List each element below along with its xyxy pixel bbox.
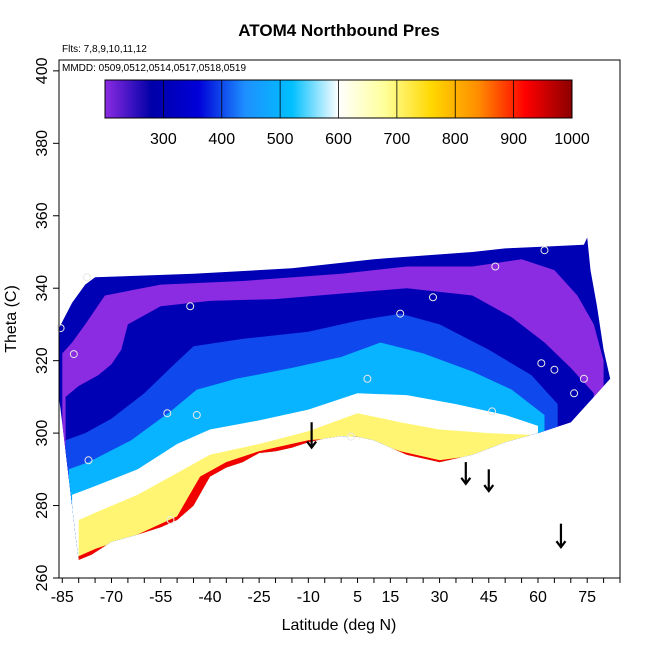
x-tick-label: 30 (431, 589, 449, 606)
x-tick-label: -55 (149, 589, 172, 606)
sample-points (56, 246, 588, 524)
colorbar-ticks: 300 400 500 600 700 800 900 1000 (150, 80, 590, 148)
x-tick-label: 15 (381, 589, 399, 606)
x-tick-label: 60 (529, 589, 547, 606)
sample-point (429, 293, 437, 302)
sample-point (540, 246, 549, 255)
sample-point (396, 309, 405, 318)
plot-area (56, 237, 611, 560)
y-axis: 260 280 300 320 340 360 380 400 (34, 57, 59, 591)
x-axis: -85 -70 -55 -40 -25 -10 5 15 30 45 60 75 (51, 578, 621, 606)
sample-point (550, 365, 559, 374)
x-tick-label: -40 (198, 589, 221, 606)
sample-point (186, 302, 195, 311)
colorbar-tick-label: 1000 (554, 131, 590, 148)
colorbar-tick-label: 400 (208, 131, 235, 148)
sample-point (166, 516, 175, 524)
plot-frame (58, 59, 621, 579)
x-axis-label: Latitude (deg N) (282, 617, 397, 634)
y-axis-label: Theta (C) (3, 285, 20, 353)
sample-point (347, 432, 355, 441)
x-tick-label: 75 (578, 589, 596, 606)
y-tick-label: 300 (34, 420, 51, 447)
sample-point (163, 409, 172, 418)
y-tick-label: 400 (34, 57, 51, 84)
colorbar-tick-label: 700 (384, 131, 411, 148)
sample-point (488, 407, 497, 416)
chart-title: ATOM4 Northbound Pres (238, 21, 440, 40)
sample-point (56, 324, 65, 333)
flights-subtitle: Flts: 7,8,9,10,11,12 (62, 44, 147, 55)
y-tick-label: 280 (34, 492, 51, 519)
x-tick-label: -70 (100, 589, 123, 606)
sample-point (363, 374, 372, 383)
sample-point (570, 389, 579, 398)
arrow (483, 469, 495, 493)
dates-subtitle: MMDD: 0509,0512,0514,0517,0518,0519 (62, 63, 246, 74)
sample-point (84, 456, 93, 465)
y-tick-label: 360 (34, 202, 51, 229)
colorbar: 300 400 500 600 700 800 900 1000 (104, 79, 590, 148)
sample-point (69, 350, 78, 359)
pressure-bands (62, 259, 604, 560)
sample-point (82, 273, 91, 282)
x-tick-label: -85 (51, 589, 74, 606)
arrow (460, 462, 472, 486)
sample-point (192, 411, 201, 419)
x-tick-label: -10 (297, 589, 320, 606)
colorbar-tick-label: 600 (325, 131, 352, 148)
x-tick-label: -25 (248, 589, 271, 606)
sample-point (579, 374, 588, 383)
colorbar-tick-label: 300 (150, 131, 177, 148)
colorbar-tick-label: 900 (500, 131, 527, 148)
arrow (555, 523, 567, 550)
x-tick-label: 45 (480, 589, 498, 606)
sample-point (537, 359, 546, 368)
x-tick-label: 5 (353, 589, 362, 606)
y-tick-label: 340 (34, 275, 51, 302)
colorbar-tick-label: 500 (267, 131, 294, 148)
y-tick-label: 380 (34, 130, 51, 157)
sample-point (491, 262, 500, 271)
y-tick-label: 260 (34, 565, 51, 592)
arrows (306, 422, 567, 550)
arrow (306, 422, 317, 450)
y-tick-label: 320 (34, 347, 51, 374)
colorbar-tick-label: 800 (442, 131, 469, 148)
